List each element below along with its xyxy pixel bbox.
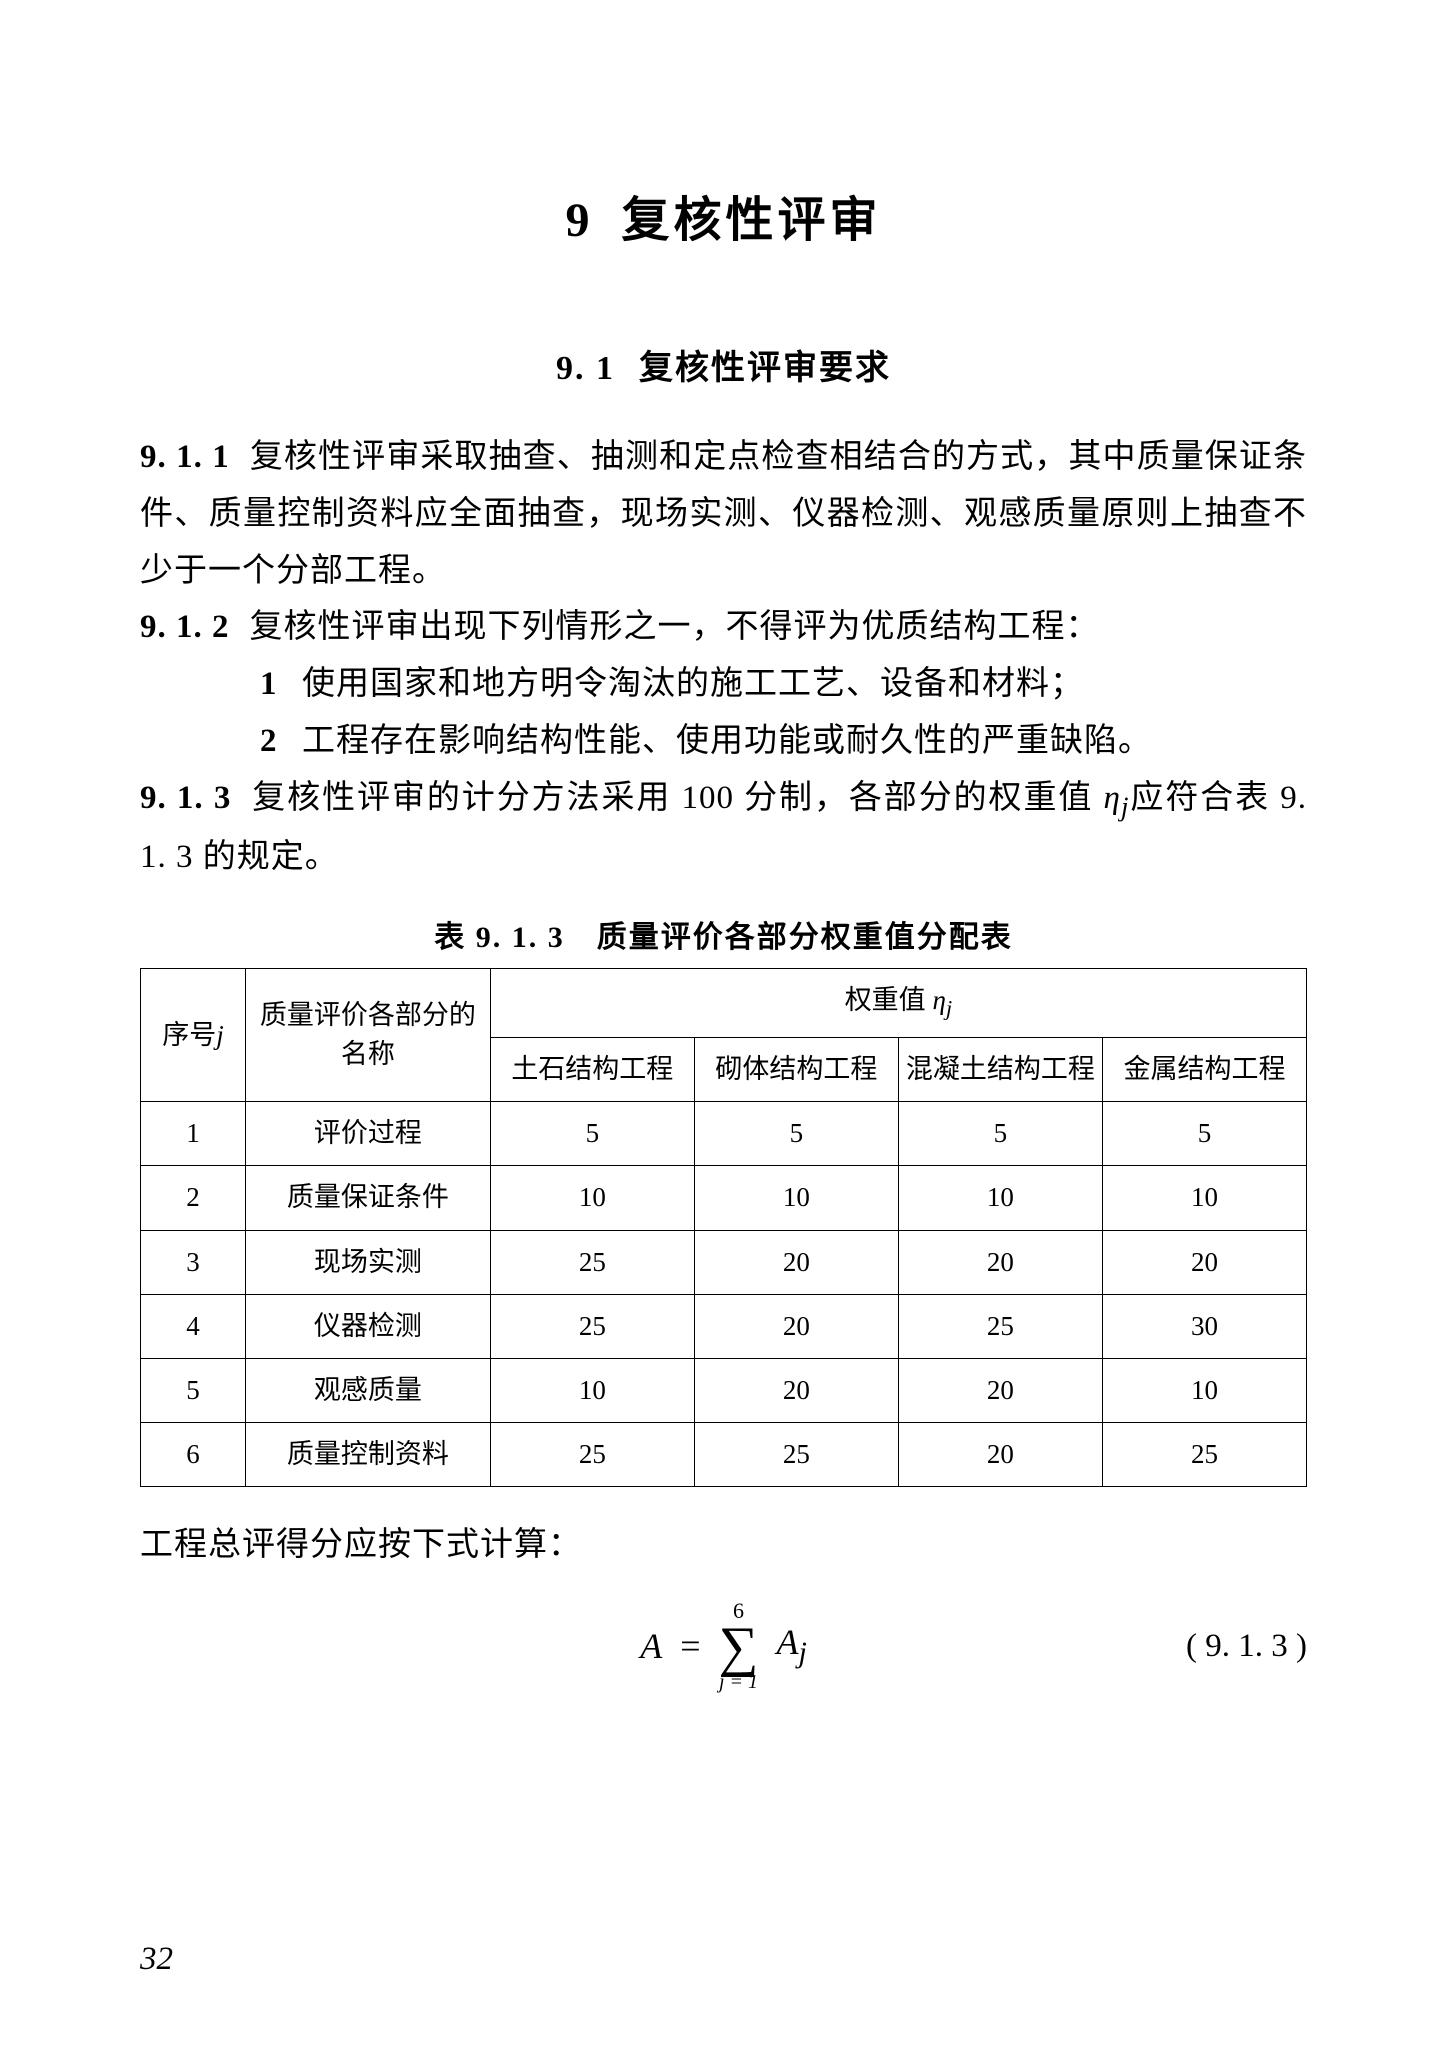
- eta-symbol: η: [1103, 780, 1120, 816]
- table-body: 1 评价过程 5 5 5 5 2 质量保证条件 10 10 10 10 3 现场…: [141, 1102, 1307, 1487]
- cell-val: 5: [1102, 1102, 1306, 1166]
- cell-val: 10: [490, 1166, 694, 1230]
- table-caption: 表 9. 1. 3 质量评价各部分权重值分配表: [140, 912, 1307, 956]
- sub-number: 1: [260, 656, 302, 713]
- cell-name: 观感质量: [245, 1358, 490, 1422]
- cell-seq: 2: [141, 1166, 246, 1230]
- col-seq: 序号j: [141, 969, 246, 1102]
- clause-text: 复核性评审采取抽查、抽测和定点检查相结合的方式，其中质量保证条件、质量控制资料应…: [140, 439, 1307, 589]
- table-head-row-1: 序号j 质量评价各部分的名称 权重值 ηj: [141, 969, 1307, 1038]
- document-page: 9 复核性评审 9. 1 复核性评审要求 9. 1. 1复核性评审采取抽查、抽测和定…: [0, 0, 1447, 2048]
- chapter-title: 9 复核性评审: [140, 180, 1307, 250]
- clause-9-1-2-item-1: 1使用国家和地方明令淘汰的施工工艺、设备和材料；: [140, 656, 1307, 713]
- cell-val: 20: [694, 1358, 898, 1422]
- col-seq-label: 序号: [162, 1020, 216, 1050]
- weight-table: 序号j 质量评价各部分的名称 权重值 ηj 土石结构工程 砌体结构工程 混凝土结…: [140, 968, 1307, 1487]
- col-type-1: 土石结构工程: [490, 1038, 694, 1102]
- cell-name: 现场实测: [245, 1230, 490, 1294]
- sub-text: 工程存在影响结构性能、使用功能或耐久性的严重缺陷。: [302, 723, 1152, 759]
- chapter-title-text: 复核性评审: [621, 194, 881, 247]
- cell-val: 10: [898, 1166, 1102, 1230]
- col-name: 质量评价各部分的名称: [245, 969, 490, 1102]
- cell-name: 仪器检测: [245, 1294, 490, 1358]
- cell-val: 5: [898, 1102, 1102, 1166]
- weight-label: 权重值: [845, 985, 933, 1015]
- cell-val: 25: [490, 1294, 694, 1358]
- formula-rhs-a: A: [776, 1622, 798, 1662]
- col-seq-sub: j: [216, 1020, 224, 1050]
- formula-number: ( 9. 1. 3 ): [1186, 1628, 1307, 1665]
- clause-9-1-1: 9. 1. 1复核性评审采取抽查、抽测和定点检查相结合的方式，其中质量保证条件、…: [140, 429, 1307, 599]
- cell-val: 30: [1102, 1294, 1306, 1358]
- cell-val: 10: [1102, 1166, 1306, 1230]
- formula-rhs-sub: j: [798, 1637, 806, 1670]
- cell-name: 质量保证条件: [245, 1166, 490, 1230]
- table-row: 6 质量控制资料 25 25 20 25: [141, 1423, 1307, 1487]
- cell-val: 25: [1102, 1423, 1306, 1487]
- formula-lhs: A: [640, 1625, 662, 1667]
- chapter-number: 9: [565, 194, 593, 247]
- table-head: 序号j 质量评价各部分的名称 权重值 ηj 土石结构工程 砌体结构工程 混凝土结…: [141, 969, 1307, 1102]
- clause-number: 9. 1. 2: [140, 609, 230, 645]
- cell-val: 5: [694, 1102, 898, 1166]
- cell-val: 20: [898, 1230, 1102, 1294]
- formula-core: A = 6 ∑ j = 1 Aj: [640, 1600, 807, 1692]
- clause-9-1-2-lead: 9. 1. 2 复核性评审出现下列情形之一，不得评为优质结构工程：: [140, 599, 1307, 656]
- table-row: 1 评价过程 5 5 5 5: [141, 1102, 1307, 1166]
- clause-9-1-3: 9. 1. 3复核性评审的计分方法采用 100 分制，各部分的权重值 ηj应符合…: [140, 770, 1307, 887]
- cell-val: 10: [1102, 1358, 1306, 1422]
- cell-val: 20: [1102, 1230, 1306, 1294]
- cell-val: 20: [898, 1358, 1102, 1422]
- post-table-line: 工程总评得分应按下式计算：: [140, 1517, 1307, 1574]
- eta-subscript: j: [1121, 790, 1130, 821]
- clause-number: 9. 1. 1: [140, 439, 230, 475]
- sub-text: 使用国家和地方明令淘汰的施工工艺、设备和材料；: [302, 666, 1084, 702]
- sigma-lower: j = 1: [719, 1672, 758, 1692]
- clause-text-a: 复核性评审的计分方法采用 100 分制，各部分的权重值: [251, 780, 1103, 816]
- col-type-2: 砌体结构工程: [694, 1038, 898, 1102]
- clause-number: 9. 1. 3: [140, 780, 231, 816]
- sigma-icon: 6 ∑ j = 1: [719, 1600, 759, 1692]
- cell-val: 10: [694, 1166, 898, 1230]
- formula-eq: =: [680, 1625, 700, 1667]
- clause-9-1-2-item-2: 2工程存在影响结构性能、使用功能或耐久性的严重缺陷。: [140, 713, 1307, 770]
- cell-seq: 3: [141, 1230, 246, 1294]
- weight-eta-sub: j: [946, 996, 952, 1021]
- table-row: 3 现场实测 25 20 20 20: [141, 1230, 1307, 1294]
- formula-9-1-3: A = 6 ∑ j = 1 Aj ( 9. 1. 3 ): [140, 1600, 1307, 1692]
- cell-name: 质量控制资料: [245, 1423, 490, 1487]
- table-row: 4 仪器检测 25 20 25 30: [141, 1294, 1307, 1358]
- weight-eta: η: [932, 985, 945, 1015]
- cell-val: 5: [490, 1102, 694, 1166]
- page-number: 32: [140, 1941, 173, 1978]
- cell-val: 25: [694, 1423, 898, 1487]
- cell-val: 25: [490, 1230, 694, 1294]
- section-title-text: 复核性评审要求: [639, 350, 891, 387]
- cell-val: 20: [694, 1294, 898, 1358]
- cell-val: 20: [694, 1230, 898, 1294]
- cell-val: 25: [490, 1423, 694, 1487]
- cell-val: 10: [490, 1358, 694, 1422]
- cell-seq: 4: [141, 1294, 246, 1358]
- cell-name: 评价过程: [245, 1102, 490, 1166]
- cell-seq: 1: [141, 1102, 246, 1166]
- cell-seq: 5: [141, 1358, 246, 1422]
- section-title: 9. 1 复核性评审要求: [140, 340, 1307, 389]
- formula-rhs: Aj: [776, 1621, 806, 1670]
- section-number: 9. 1: [556, 350, 615, 387]
- cell-val: 25: [898, 1294, 1102, 1358]
- sigma-symbol: ∑: [719, 1622, 759, 1672]
- cell-val: 20: [898, 1423, 1102, 1487]
- col-type-3: 混凝土结构工程: [898, 1038, 1102, 1102]
- table-row: 2 质量保证条件 10 10 10 10: [141, 1166, 1307, 1230]
- col-weight-group: 权重值 ηj: [490, 969, 1306, 1038]
- col-type-4: 金属结构工程: [1102, 1038, 1306, 1102]
- sub-number: 2: [260, 713, 302, 770]
- table-row: 5 观感质量 10 20 20 10: [141, 1358, 1307, 1422]
- cell-seq: 6: [141, 1423, 246, 1487]
- clause-text: 复核性评审出现下列情形之一，不得评为优质结构工程：: [250, 609, 1100, 645]
